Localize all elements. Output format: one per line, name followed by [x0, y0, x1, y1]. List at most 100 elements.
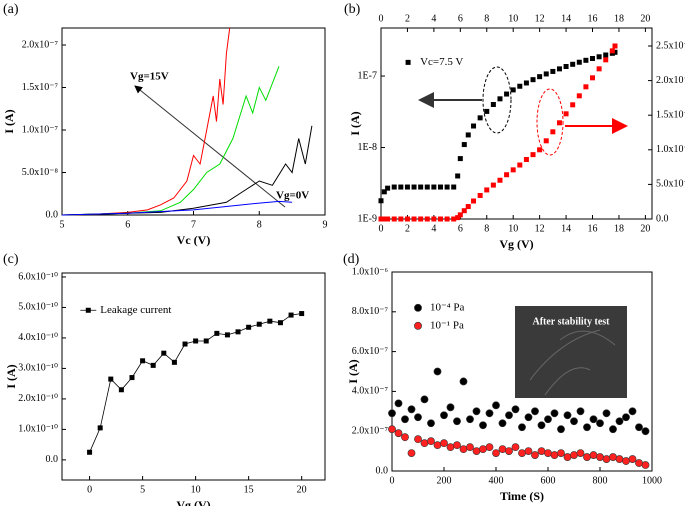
data-point — [641, 427, 650, 436]
x-axis-label: Vg (V) — [499, 237, 533, 251]
x-tick-label: 10 — [191, 484, 201, 495]
data-point — [523, 80, 529, 86]
panel-label: (b) — [344, 2, 361, 17]
data-point — [544, 449, 552, 457]
series-line — [61, 66, 280, 216]
x-tick-label: 20 — [297, 484, 307, 495]
y-tick-label: 6.0x10⁻¹⁰ — [18, 271, 58, 282]
data-point — [596, 54, 602, 60]
data-point — [518, 449, 526, 457]
data-point — [108, 376, 114, 382]
data-point — [550, 409, 559, 418]
data-point — [609, 48, 615, 54]
data-point — [576, 59, 582, 65]
data-point — [510, 87, 516, 93]
data-point — [453, 417, 461, 426]
data-point — [444, 216, 450, 222]
data-point — [407, 405, 416, 414]
x-tick-label: 200 — [437, 475, 452, 486]
data-point — [498, 445, 507, 454]
top-x-tick-label: 8 — [484, 13, 489, 24]
data-point — [530, 152, 536, 158]
data-point — [246, 324, 252, 330]
data-point — [511, 443, 520, 452]
data-point — [161, 350, 167, 356]
data-point — [479, 421, 487, 430]
data-point — [129, 375, 135, 381]
y-tick-label: 2.0x10⁻⁷ — [352, 425, 389, 436]
x-tick-label: 6 — [125, 219, 130, 230]
data-point — [563, 411, 572, 420]
data-point — [401, 433, 409, 442]
plot-frame — [61, 272, 326, 481]
data-point — [537, 421, 546, 430]
series-line — [61, 27, 231, 216]
data-point — [612, 43, 618, 49]
x-tick-label: 0 — [390, 475, 395, 486]
data-point — [477, 192, 483, 198]
x-tick-label: 10 — [508, 223, 518, 234]
inset-caption: After stability test — [532, 316, 610, 327]
data-point — [118, 387, 124, 393]
legend-label: Vc=7.5 V — [420, 56, 463, 68]
x-tick-label: 0 — [87, 484, 92, 495]
inset-image — [515, 306, 627, 398]
data-point — [466, 415, 474, 424]
series-line — [89, 313, 302, 453]
y-tick-label: 1.0x10⁻¹⁰ — [18, 424, 58, 435]
data-point — [576, 93, 582, 99]
y-tick-label: 0.0 — [376, 465, 389, 476]
data-point — [378, 198, 384, 204]
data-point — [583, 423, 591, 432]
data-point — [537, 74, 543, 80]
x-tick-label: 600 — [541, 475, 556, 486]
data-point — [596, 453, 604, 461]
x-tick-label: 20 — [640, 223, 650, 234]
x-tick-label: 5 — [60, 219, 65, 230]
data-point — [457, 156, 463, 162]
data-point — [431, 216, 437, 222]
x-tick-label: 12 — [535, 223, 545, 234]
x-tick-label: 400 — [489, 475, 504, 486]
data-point — [505, 411, 513, 420]
y-tick-label: 6.0x10⁻⁷ — [352, 346, 389, 357]
y2-tick-label: 2.0x10⁻⁷ — [656, 75, 685, 86]
data-point — [504, 172, 510, 178]
y-tick-label: 1E-9 — [358, 213, 377, 224]
data-point — [628, 455, 637, 463]
data-point — [511, 405, 520, 414]
x-tick-label: 8 — [484, 223, 489, 234]
data-point — [420, 395, 429, 404]
data-point — [394, 399, 403, 408]
y2-tick-label: 2.5x10⁻⁷ — [656, 40, 685, 51]
data-point — [530, 77, 536, 83]
data-point — [433, 367, 442, 376]
plot-frame — [380, 27, 653, 220]
data-point — [424, 184, 430, 190]
y-tick-label: 1.5x10⁻⁷ — [22, 82, 59, 93]
data-point — [510, 167, 516, 173]
data-point — [602, 455, 611, 463]
data-point — [451, 216, 457, 222]
data-point — [622, 413, 630, 422]
data-point — [576, 407, 585, 416]
data-point — [461, 142, 467, 148]
data-point — [471, 123, 477, 129]
data-point — [602, 409, 611, 418]
data-point — [550, 129, 556, 135]
data-point — [583, 453, 591, 461]
data-point — [537, 147, 543, 153]
data-point — [479, 445, 487, 454]
y2-tick-label: 0.0 — [656, 213, 669, 224]
data-point — [556, 66, 562, 72]
legend-marker — [85, 307, 91, 313]
data-point — [537, 447, 546, 455]
x-tick-label: 15 — [244, 484, 254, 495]
data-point — [590, 75, 596, 81]
y-tick-label: 4.0x10⁻⁷ — [352, 386, 389, 397]
data-point — [440, 439, 448, 448]
data-point — [492, 401, 500, 410]
data-point — [385, 216, 391, 222]
y-axis-label: I (A) — [346, 359, 360, 383]
top-x-tick-label: 0 — [379, 13, 384, 24]
